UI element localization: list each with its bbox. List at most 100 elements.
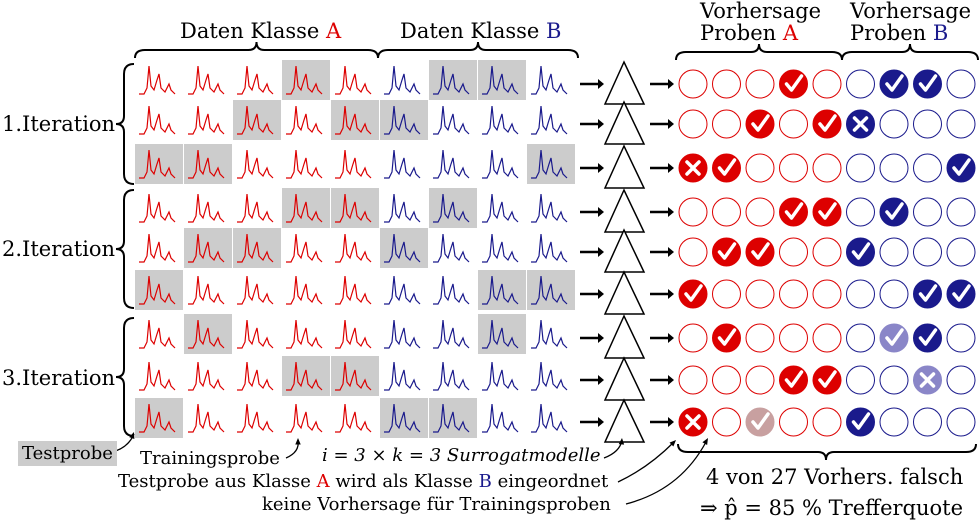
- spectrum-line: [188, 193, 225, 223]
- prediction-correct-circle: [812, 365, 842, 395]
- arrow-head: [598, 163, 604, 173]
- spectrum-line: [188, 233, 225, 263]
- spectrum-line: [237, 275, 274, 305]
- arrow-head: [598, 375, 604, 385]
- spectrum-line: [188, 319, 225, 349]
- prediction-empty-circle: [678, 69, 708, 99]
- spectrum-line: [384, 105, 421, 135]
- spectrum-line: [139, 275, 176, 305]
- spectrum-line: [384, 319, 421, 349]
- cross-mark-icon: [685, 414, 701, 430]
- surrogate-model-triangle: [603, 188, 646, 233]
- legend-fehlklassifikation: Testprobe aus Klasse A wird als Klasse B…: [118, 471, 609, 492]
- prediction-empty-circle: [946, 237, 976, 267]
- spectrum-line: [139, 193, 176, 223]
- legend-arrow-keine: [625, 441, 707, 505]
- spectrum-line: [384, 233, 421, 263]
- check-mark-icon: [717, 242, 737, 260]
- arrow-head: [668, 333, 674, 343]
- check-mark-icon: [952, 158, 971, 176]
- spectrum-line: [237, 233, 274, 263]
- check-mark-icon: [784, 370, 804, 388]
- check-mark-icon: [684, 284, 703, 302]
- prediction-empty-circle: [946, 365, 976, 395]
- prediction-empty-circle: [678, 323, 708, 353]
- prediction-correct-circle: [879, 197, 909, 227]
- spectrum-line: [237, 149, 274, 179]
- prediction-empty-circle: [712, 109, 741, 139]
- spectrum-line: [286, 193, 323, 223]
- spectrum-line: [188, 275, 225, 305]
- legend-trainingsprobe: Trainingsprobe: [140, 448, 280, 469]
- spectrum-line: [482, 65, 519, 95]
- prediction-correct-circle: [745, 109, 775, 139]
- spectrum-line: [384, 65, 421, 95]
- prediction-empty-circle: [779, 109, 808, 139]
- spectrum-line: [531, 361, 568, 391]
- header-vorhersage-b: Vorhersage Proben B: [850, 0, 972, 45]
- spectrum-line: [139, 319, 176, 349]
- prediction-correct-circle: [812, 109, 842, 139]
- check-mark-icon: [851, 242, 871, 260]
- arrow-head: [598, 289, 604, 299]
- spectrum-line: [433, 105, 470, 135]
- prediction-correct-circle: [779, 197, 808, 227]
- prediction-empty-circle: [812, 279, 842, 309]
- prediction-empty-circle: [812, 69, 842, 99]
- cross-mark-icon: [852, 116, 869, 132]
- brace-iteration-3: [115, 317, 135, 437]
- prediction-empty-circle: [913, 109, 942, 139]
- prediction-empty-circle: [879, 109, 909, 139]
- spectrum-line: [237, 319, 274, 349]
- arrow-head: [668, 375, 674, 385]
- brace-daten-a: [134, 41, 379, 59]
- arrow-head: [668, 289, 674, 299]
- brace-vorhersage-b: [841, 43, 979, 61]
- check-mark-icon: [784, 74, 804, 92]
- header-daten-a: Daten Klasse A: [180, 19, 342, 43]
- spectrum-line: [482, 319, 519, 349]
- spectrum-line: [335, 361, 372, 391]
- spectrum-line: [286, 275, 323, 305]
- surrogate-model-triangle: [603, 270, 646, 315]
- prediction-empty-circle: [913, 407, 942, 437]
- legend-surrogat: i = 3 × k = 3 Surrogatmodelle: [322, 445, 601, 466]
- prediction-empty-circle: [946, 407, 976, 437]
- prediction-empty-circle: [846, 153, 875, 183]
- prediction-empty-circle: [745, 323, 775, 353]
- brace-vorhersage-a: [675, 43, 843, 61]
- spectrum-line: [433, 233, 470, 263]
- header-daten-b: Daten Klasse B: [400, 19, 562, 43]
- spectrum-line: [139, 65, 176, 95]
- prediction-correct-circle: [712, 153, 741, 183]
- legend-arrow-surrogat-head: [618, 438, 625, 445]
- prediction-empty-circle: [712, 279, 741, 309]
- brace-iteration-2: [115, 189, 135, 309]
- check-mark-icon: [818, 202, 837, 220]
- prediction-empty-circle: [712, 365, 741, 395]
- brace-daten-b: [377, 41, 579, 59]
- surrogate-model-triangle: [603, 228, 646, 273]
- prediction-empty-circle: [745, 279, 775, 309]
- prediction-empty-circle: [712, 69, 741, 99]
- arrow-head: [668, 119, 674, 129]
- prediction-empty-circle: [745, 69, 775, 99]
- spectrum-line: [433, 149, 470, 179]
- prediction-correct-circle: [879, 323, 909, 353]
- spectrum-line: [433, 403, 470, 433]
- check-mark-icon: [784, 202, 804, 220]
- check-mark-icon: [885, 202, 904, 220]
- spectrum-line: [531, 319, 568, 349]
- spectrum-line: [482, 233, 519, 263]
- spectrum-line: [237, 403, 274, 433]
- spectrum-line: [482, 275, 519, 305]
- spectrum-line: [482, 403, 519, 433]
- spectrum-line: [139, 105, 176, 135]
- spectrum-line: [188, 403, 225, 433]
- spectrum-line: [335, 403, 372, 433]
- prediction-correct-circle: [946, 153, 976, 183]
- check-mark-icon: [717, 328, 737, 346]
- surrogate-model-triangle: [603, 356, 646, 401]
- iteration-label-2: 2.Iteration: [2, 237, 116, 261]
